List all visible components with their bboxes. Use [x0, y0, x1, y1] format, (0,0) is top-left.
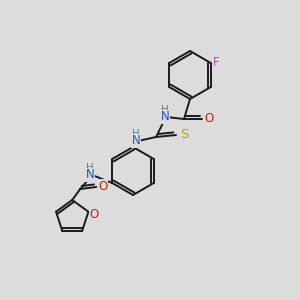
Text: H: H [132, 129, 140, 139]
Text: S: S [180, 128, 188, 140]
Text: O: O [99, 179, 108, 193]
Text: H: H [161, 105, 169, 115]
Text: N: N [86, 169, 94, 182]
Text: F: F [212, 56, 219, 68]
Text: O: O [204, 112, 214, 124]
Text: N: N [160, 110, 169, 124]
Text: H: H [86, 163, 94, 173]
Text: O: O [90, 208, 99, 221]
Text: N: N [132, 134, 140, 148]
